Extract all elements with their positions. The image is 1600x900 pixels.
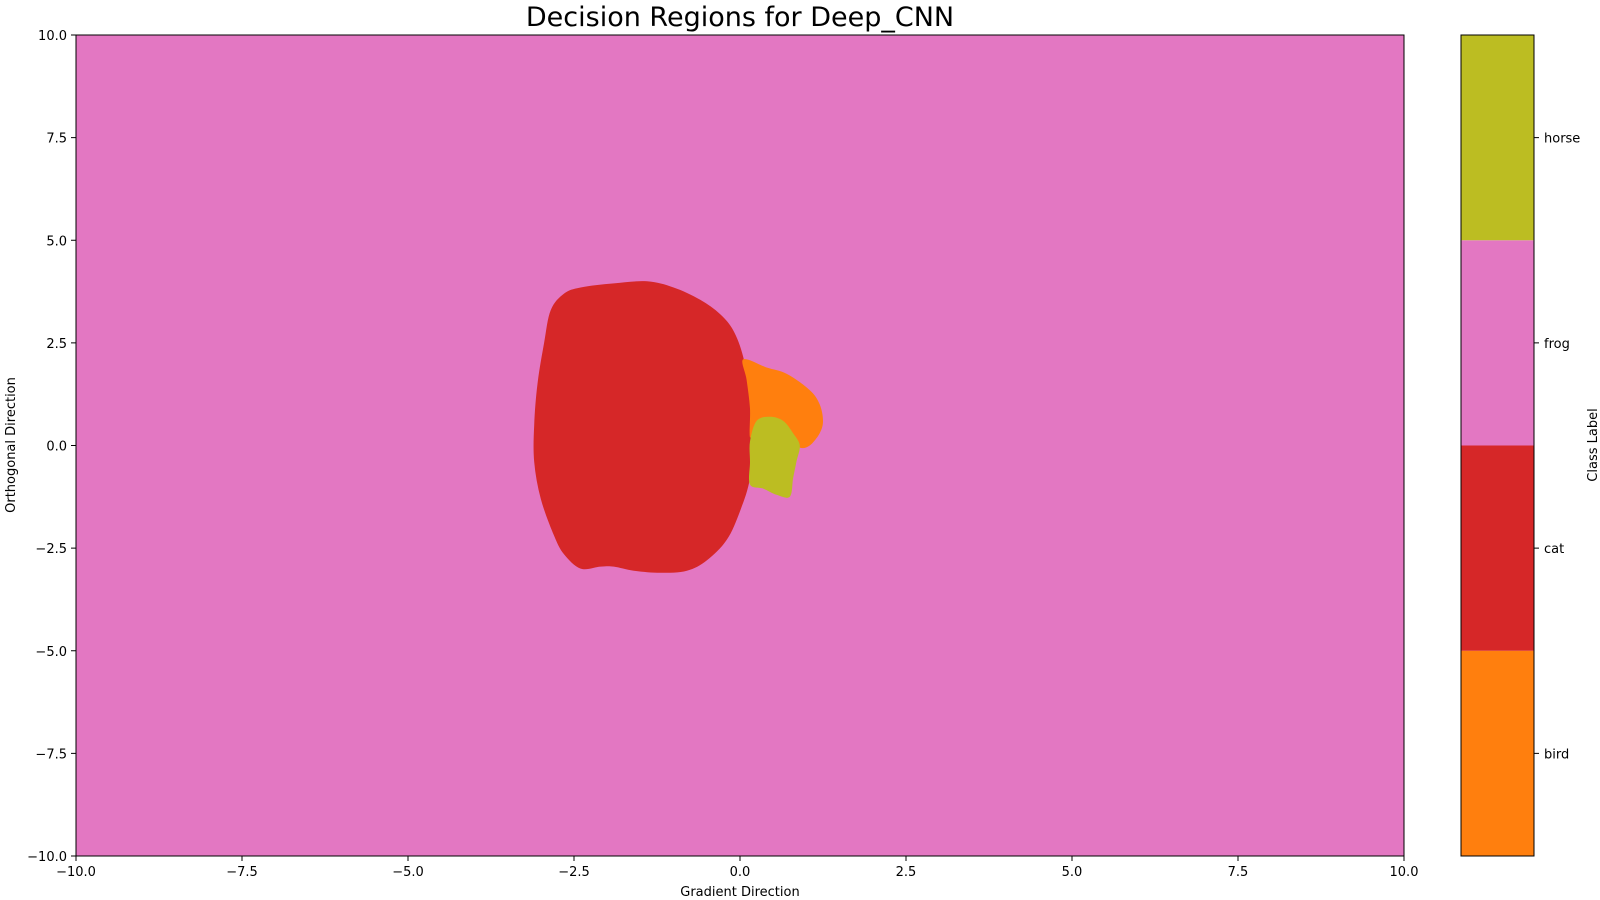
x-tick-label: 7.5 <box>1228 865 1249 880</box>
x-tick-label: −7.5 <box>226 865 258 880</box>
decision-regions <box>533 281 823 573</box>
colorbar-segment-frog <box>1461 240 1534 446</box>
y-axis-ticks: 10.0 7.5 5.0 2.5 0.0 −2.5 −5.0 −7.5 −10.0 <box>27 29 76 865</box>
x-tick-label: 5.0 <box>1062 865 1083 880</box>
colorbar-segment-horse <box>1461 35 1534 241</box>
x-tick-label: 0.0 <box>730 865 751 880</box>
colorbar-tick-label-bird: bird <box>1544 747 1569 762</box>
colorbar: bird cat frog horse <box>1461 35 1580 856</box>
region-bird <box>742 358 823 449</box>
y-tick-label: 2.5 <box>46 337 67 352</box>
x-axis-ticks: −10.0 −7.5 −5.0 −2.5 0.0 2.5 5.0 7.5 10.0 <box>56 856 1418 880</box>
colorbar-label: Class Label <box>1586 408 1600 481</box>
y-axis-label: Orthogonal Direction <box>4 377 19 513</box>
colorbar-frame <box>1460 34 1535 857</box>
x-tick-label: 2.5 <box>896 865 917 880</box>
y-tick-label: 10.0 <box>38 29 67 44</box>
y-tick-label: 0.0 <box>46 440 67 455</box>
x-axis-label: Gradient Direction <box>680 885 799 900</box>
colorbar-tick-label-horse: horse <box>1544 132 1580 147</box>
colorbar-segment-bird <box>1461 650 1534 856</box>
colorbar-tick-label-frog: frog <box>1544 337 1570 352</box>
y-tick-label: 5.0 <box>46 234 67 249</box>
chart-title: Decision Regions for Deep_CNN <box>526 2 954 33</box>
colorbar-segment-cat <box>1461 445 1534 651</box>
y-tick-label: −5.0 <box>35 645 67 660</box>
colorbar-tick-label-cat: cat <box>1544 542 1564 557</box>
region-horse <box>748 416 800 498</box>
y-tick-label: −10.0 <box>27 850 67 865</box>
y-tick-label: −2.5 <box>35 542 67 557</box>
y-tick-label: 7.5 <box>46 132 67 147</box>
x-tick-label: −2.5 <box>558 865 590 880</box>
region-cat <box>533 281 754 573</box>
x-tick-label: −5.0 <box>392 865 424 880</box>
x-tick-label: −10.0 <box>56 865 96 880</box>
y-tick-label: −7.5 <box>35 747 67 762</box>
x-tick-label: 10.0 <box>1390 865 1419 880</box>
